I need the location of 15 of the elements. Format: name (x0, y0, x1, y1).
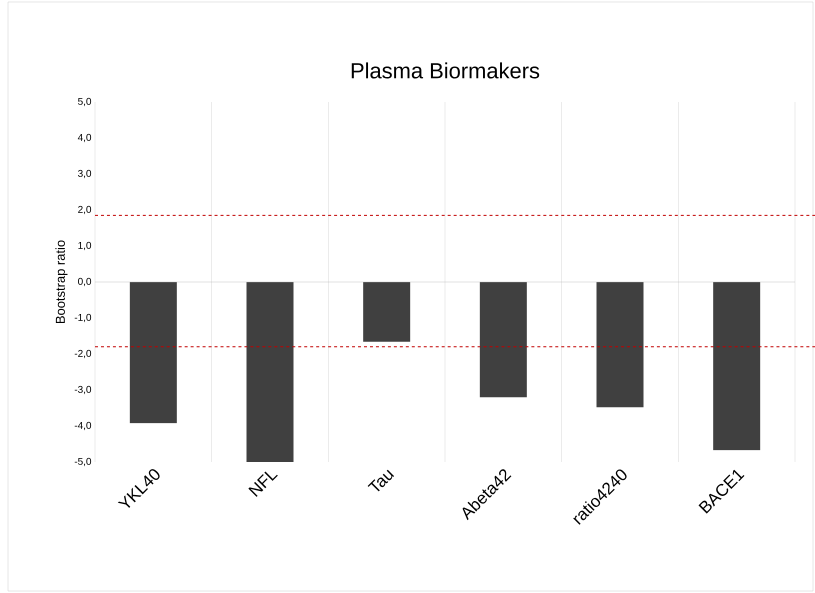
y-tick-label: -5,0 (74, 458, 92, 466)
y-tick-label: 1,0 (78, 242, 92, 250)
y-tick-label: -1,0 (74, 314, 92, 322)
x-tick-label: Tau (368, 470, 394, 492)
chart-title: Plasma Biormakers (352, 62, 540, 79)
y-tick-label: 2,0 (78, 206, 92, 214)
y-tick-label: 4,0 (78, 134, 92, 142)
y-tick-label: -2,0 (74, 350, 92, 358)
y-axis-title: Bootstrap ratio (55, 240, 68, 324)
y-tick-label: -4,0 (74, 422, 92, 430)
y-tick-label: 3,0 (78, 170, 92, 178)
y-tick-label: 0,0 (78, 278, 92, 286)
y-tick-label: 5,0 (78, 98, 92, 106)
y-tick-label: -3,0 (74, 386, 92, 394)
x-tick-label: NFL (248, 472, 278, 497)
